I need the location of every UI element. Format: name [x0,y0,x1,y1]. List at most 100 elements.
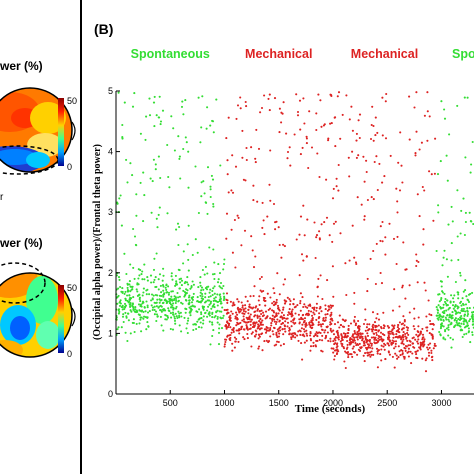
data-point [272,333,275,336]
data-point [444,330,447,333]
data-point [222,262,226,266]
data-point [304,323,307,326]
data-point [286,325,289,328]
data-point [162,329,165,332]
data-point [241,319,244,322]
data-point [329,340,332,343]
data-point [404,349,407,352]
data-point [464,319,468,322]
data-point [413,327,416,331]
svg-text:r: r [0,192,4,203]
data-point [364,352,367,355]
data-point [209,188,212,191]
data-point [278,293,281,296]
data-point [142,287,145,290]
data-point [136,294,139,297]
data-point [421,338,424,341]
data-point [261,349,264,352]
data-point [407,333,410,336]
data-point [163,293,166,296]
data-point [397,161,400,164]
data-point [330,317,333,320]
data-point [363,344,366,347]
data-point [136,290,139,293]
data-point [261,315,264,318]
data-point [385,92,388,96]
data-point [184,307,187,310]
data-point [384,358,387,361]
data-point [139,309,142,312]
data-point [185,327,188,330]
data-point [391,339,394,342]
data-point [186,331,189,335]
data-point [459,274,462,277]
data-point [245,158,248,162]
data-point [260,106,264,110]
data-point [401,322,405,325]
data-point [369,342,372,345]
data-point [460,304,463,307]
data-point [147,325,150,328]
data-point [171,278,174,281]
data-point [408,311,411,314]
data-point [245,327,248,330]
data-point [436,311,439,314]
data-point [155,114,158,117]
data-point [344,336,348,339]
data-point [287,311,290,314]
data-point [374,116,377,119]
data-point [257,323,260,326]
data-point [339,323,342,327]
data-point [280,121,283,124]
data-point [281,328,284,331]
data-point [212,248,215,251]
data-point [275,314,278,317]
data-point [217,263,220,266]
data-point [456,324,459,327]
data-point [282,343,285,346]
data-point [442,336,445,339]
data-point [308,110,311,113]
data-point [260,275,263,279]
data-point [302,259,305,262]
data-point [258,277,262,280]
data-point [248,315,251,318]
data-point [243,328,246,331]
data-point [257,347,260,350]
data-point [431,336,434,339]
colorbar-bottom-min: 0 [67,349,72,359]
data-point [324,337,327,340]
data-point [140,273,143,276]
data-point [123,101,126,104]
data-point [142,171,145,174]
data-point [191,280,194,283]
data-point [158,116,161,119]
data-point [226,173,229,176]
colorbar-bottom [58,285,64,353]
data-point [200,195,203,198]
data-point [464,220,467,224]
data-point [175,280,178,283]
data-point [206,106,209,109]
data-point [453,325,456,328]
data-point [404,268,407,271]
data-point [310,310,313,313]
data-point [301,296,304,299]
data-point [198,300,201,304]
data-point [279,316,282,319]
data-point [379,239,382,242]
data-point [229,326,232,329]
data-point [387,350,390,353]
data-point [269,317,272,320]
data-point [177,296,180,299]
data-point [341,339,344,342]
data-point [437,304,440,307]
data-point [273,344,276,347]
data-point [141,278,144,281]
data-point [222,299,225,302]
data-point [368,323,371,326]
data-point [285,132,288,135]
data-point [223,308,226,312]
data-point [254,335,257,338]
data-point [117,326,120,329]
